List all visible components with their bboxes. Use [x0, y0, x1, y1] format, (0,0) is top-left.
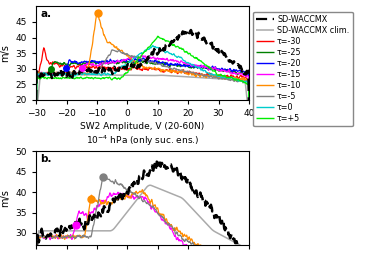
Y-axis label: m/s: m/s: [0, 44, 10, 62]
Y-axis label: m/s: m/s: [0, 189, 10, 207]
Text: a.: a.: [40, 9, 51, 19]
X-axis label: SW2 Amplitude, V (20-60N)
$10^{-4}$ hPa (only suc. ens.): SW2 Amplitude, V (20-60N) $10^{-4}$ hPa …: [81, 122, 204, 148]
Text: b.: b.: [40, 154, 52, 164]
Legend: SD-WACCMX, SD-WACCMX clim., τ=-30, τ=-25, τ=-20, τ=-15, τ=-10, τ=-5, τ=0, τ=+5: SD-WACCMX, SD-WACCMX clim., τ=-30, τ=-25…: [253, 12, 353, 126]
